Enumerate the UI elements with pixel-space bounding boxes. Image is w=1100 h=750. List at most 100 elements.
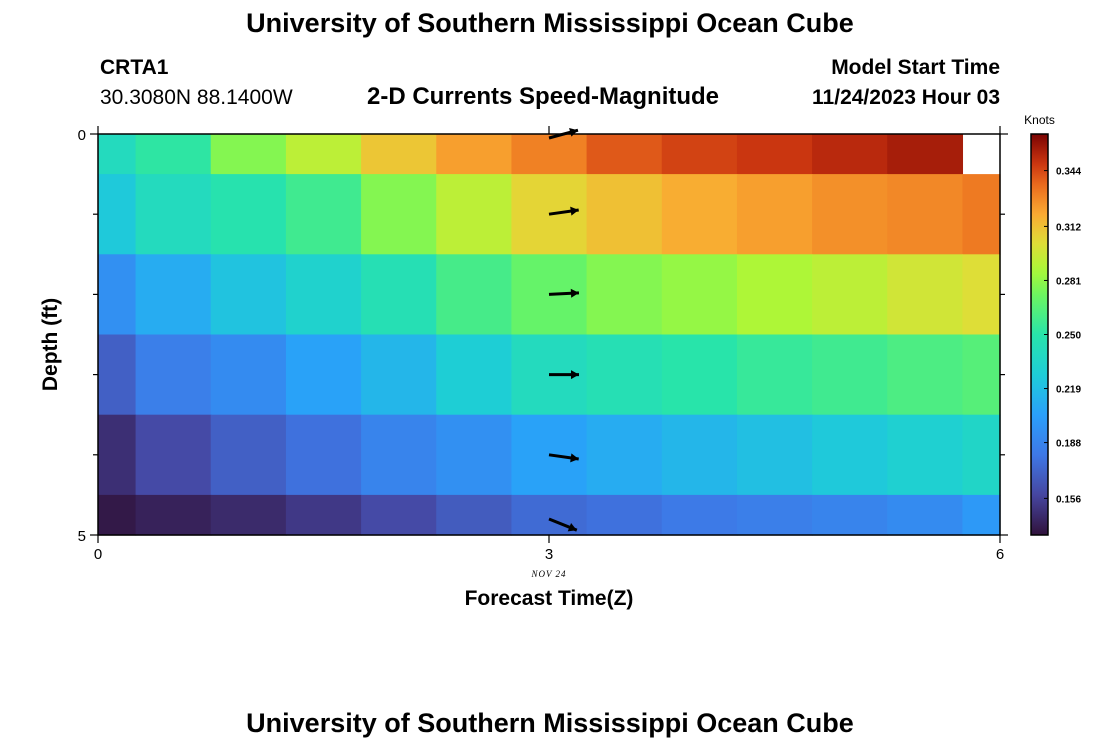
heatmap-cell bbox=[285, 334, 362, 416]
x-tick-label: 6 bbox=[996, 546, 1004, 563]
heatmap-cell bbox=[736, 134, 813, 175]
heatmap-cell bbox=[135, 254, 212, 336]
heatmap-cell bbox=[812, 174, 888, 255]
heatmap-cell bbox=[962, 254, 1001, 336]
y-tick-label: 5 bbox=[78, 528, 86, 545]
heatmap-cell bbox=[285, 494, 362, 536]
x-tick-label: 3 bbox=[545, 546, 553, 563]
heatmap-cell bbox=[962, 174, 1001, 255]
heatmap-cell bbox=[135, 134, 212, 175]
heatmap-cell bbox=[285, 254, 362, 336]
heatmap-cell bbox=[661, 174, 738, 255]
x-axis-label: Forecast Time(Z) bbox=[465, 587, 634, 610]
colorbar-tick-label: 0.312 bbox=[1056, 222, 1081, 233]
model-start-value: 11/24/2023 Hour 03 bbox=[812, 86, 1000, 109]
heatmap-cell bbox=[98, 414, 137, 496]
heatmap-cell bbox=[887, 134, 964, 175]
heatmap-cell bbox=[736, 414, 813, 496]
heatmap-cell bbox=[661, 134, 738, 175]
heatmap-cell bbox=[361, 414, 437, 496]
heatmap-cell bbox=[285, 134, 362, 175]
x-date-label: NOV 24 bbox=[530, 569, 566, 579]
heatmap-cell bbox=[736, 174, 813, 255]
heatmap-cell bbox=[210, 494, 287, 536]
heatmap-cell bbox=[511, 134, 588, 175]
heatmap-cell bbox=[210, 334, 287, 416]
y-axis-label: Depth (ft) bbox=[39, 298, 62, 391]
heatmap-cell bbox=[887, 494, 964, 536]
x-tick-label: 0 bbox=[94, 546, 102, 563]
heatmap-cell bbox=[586, 334, 663, 416]
colorbar-label: Knots bbox=[1024, 113, 1055, 127]
heatmap-cell bbox=[661, 334, 738, 416]
colorbar-tick-label: 0.156 bbox=[1056, 494, 1081, 505]
heatmap-cell bbox=[210, 414, 287, 496]
heatmap-cell bbox=[812, 254, 888, 336]
heatmap-cell bbox=[436, 414, 513, 496]
current-vector-head bbox=[570, 453, 579, 463]
heatmap-cell bbox=[285, 174, 362, 255]
chart-title: University of Southern Mississippi Ocean… bbox=[246, 8, 854, 38]
heatmap-cell bbox=[361, 334, 437, 416]
heatmap-cell bbox=[812, 414, 888, 496]
heatmap-cell bbox=[586, 134, 663, 175]
heatmap-cell bbox=[210, 134, 287, 175]
heatmap-cell bbox=[361, 174, 437, 255]
heatmap-cell bbox=[135, 174, 212, 255]
heatmap-cell bbox=[361, 134, 437, 175]
heatmap-cell bbox=[98, 494, 137, 536]
heatmap-cell bbox=[210, 174, 287, 255]
heatmap-cell bbox=[962, 334, 1001, 416]
heatmap-cell bbox=[361, 254, 437, 336]
colorbar-tick-label: 0.219 bbox=[1056, 385, 1081, 396]
current-vector-head bbox=[569, 127, 578, 137]
heatmap-cell bbox=[210, 254, 287, 336]
heatmap-cell bbox=[962, 494, 1001, 536]
heatmap-cell bbox=[661, 414, 738, 496]
heatmap-cell bbox=[736, 334, 813, 416]
current-vector-head bbox=[567, 523, 577, 532]
heatmap-cell bbox=[962, 414, 1001, 496]
heatmap-cell bbox=[436, 134, 513, 175]
heatmap-cell bbox=[887, 174, 964, 255]
heatmap-cell bbox=[135, 494, 212, 536]
colorbar-tick-label: 0.281 bbox=[1056, 276, 1081, 287]
heatmap-cell bbox=[436, 494, 513, 536]
heatmap-cell bbox=[736, 494, 813, 536]
chart-subtitle: 2-D Currents Speed-Magnitude bbox=[367, 83, 720, 110]
y-tick-label: 0 bbox=[78, 127, 86, 144]
colorbar-tick-label: 0.344 bbox=[1056, 167, 1081, 178]
heatmap-cell bbox=[135, 334, 212, 416]
current-vector-head bbox=[570, 288, 579, 298]
heatmap-cell bbox=[887, 334, 964, 416]
heatmap-cell bbox=[436, 334, 513, 416]
heatmap-cell bbox=[887, 414, 964, 496]
heatmap-cell bbox=[812, 134, 888, 175]
station-id: CRTA1 bbox=[100, 56, 169, 79]
model-start-label: Model Start Time bbox=[831, 56, 1000, 79]
heatmap-cell bbox=[661, 494, 738, 536]
heatmap-cell bbox=[361, 494, 437, 536]
heatmap-cell bbox=[436, 174, 513, 255]
heatmap-cell bbox=[98, 254, 137, 336]
colorbar-tick-label: 0.188 bbox=[1056, 439, 1081, 450]
heatmap-cell bbox=[586, 254, 663, 336]
heatmap-cell bbox=[436, 254, 513, 336]
heatmap-cell bbox=[812, 494, 888, 536]
current-vector-head bbox=[570, 206, 579, 216]
heatmap-cell bbox=[98, 174, 137, 255]
footer-title: University of Southern Mississippi Ocean… bbox=[246, 708, 854, 738]
heatmap-cell bbox=[98, 334, 137, 416]
heatmap-cell bbox=[586, 494, 663, 536]
heatmap-cell bbox=[285, 414, 362, 496]
station-coords: 30.3080N 88.1400W bbox=[100, 86, 293, 109]
colorbar-tick-label: 0.250 bbox=[1056, 331, 1081, 342]
heatmap-cell bbox=[887, 254, 964, 336]
heatmap-cell bbox=[586, 414, 663, 496]
heatmap-cell bbox=[812, 334, 888, 416]
heatmap-cell bbox=[661, 254, 738, 336]
heatmap-cell bbox=[736, 254, 813, 336]
heatmap-cell bbox=[135, 414, 212, 496]
heatmap-cell bbox=[586, 174, 663, 255]
